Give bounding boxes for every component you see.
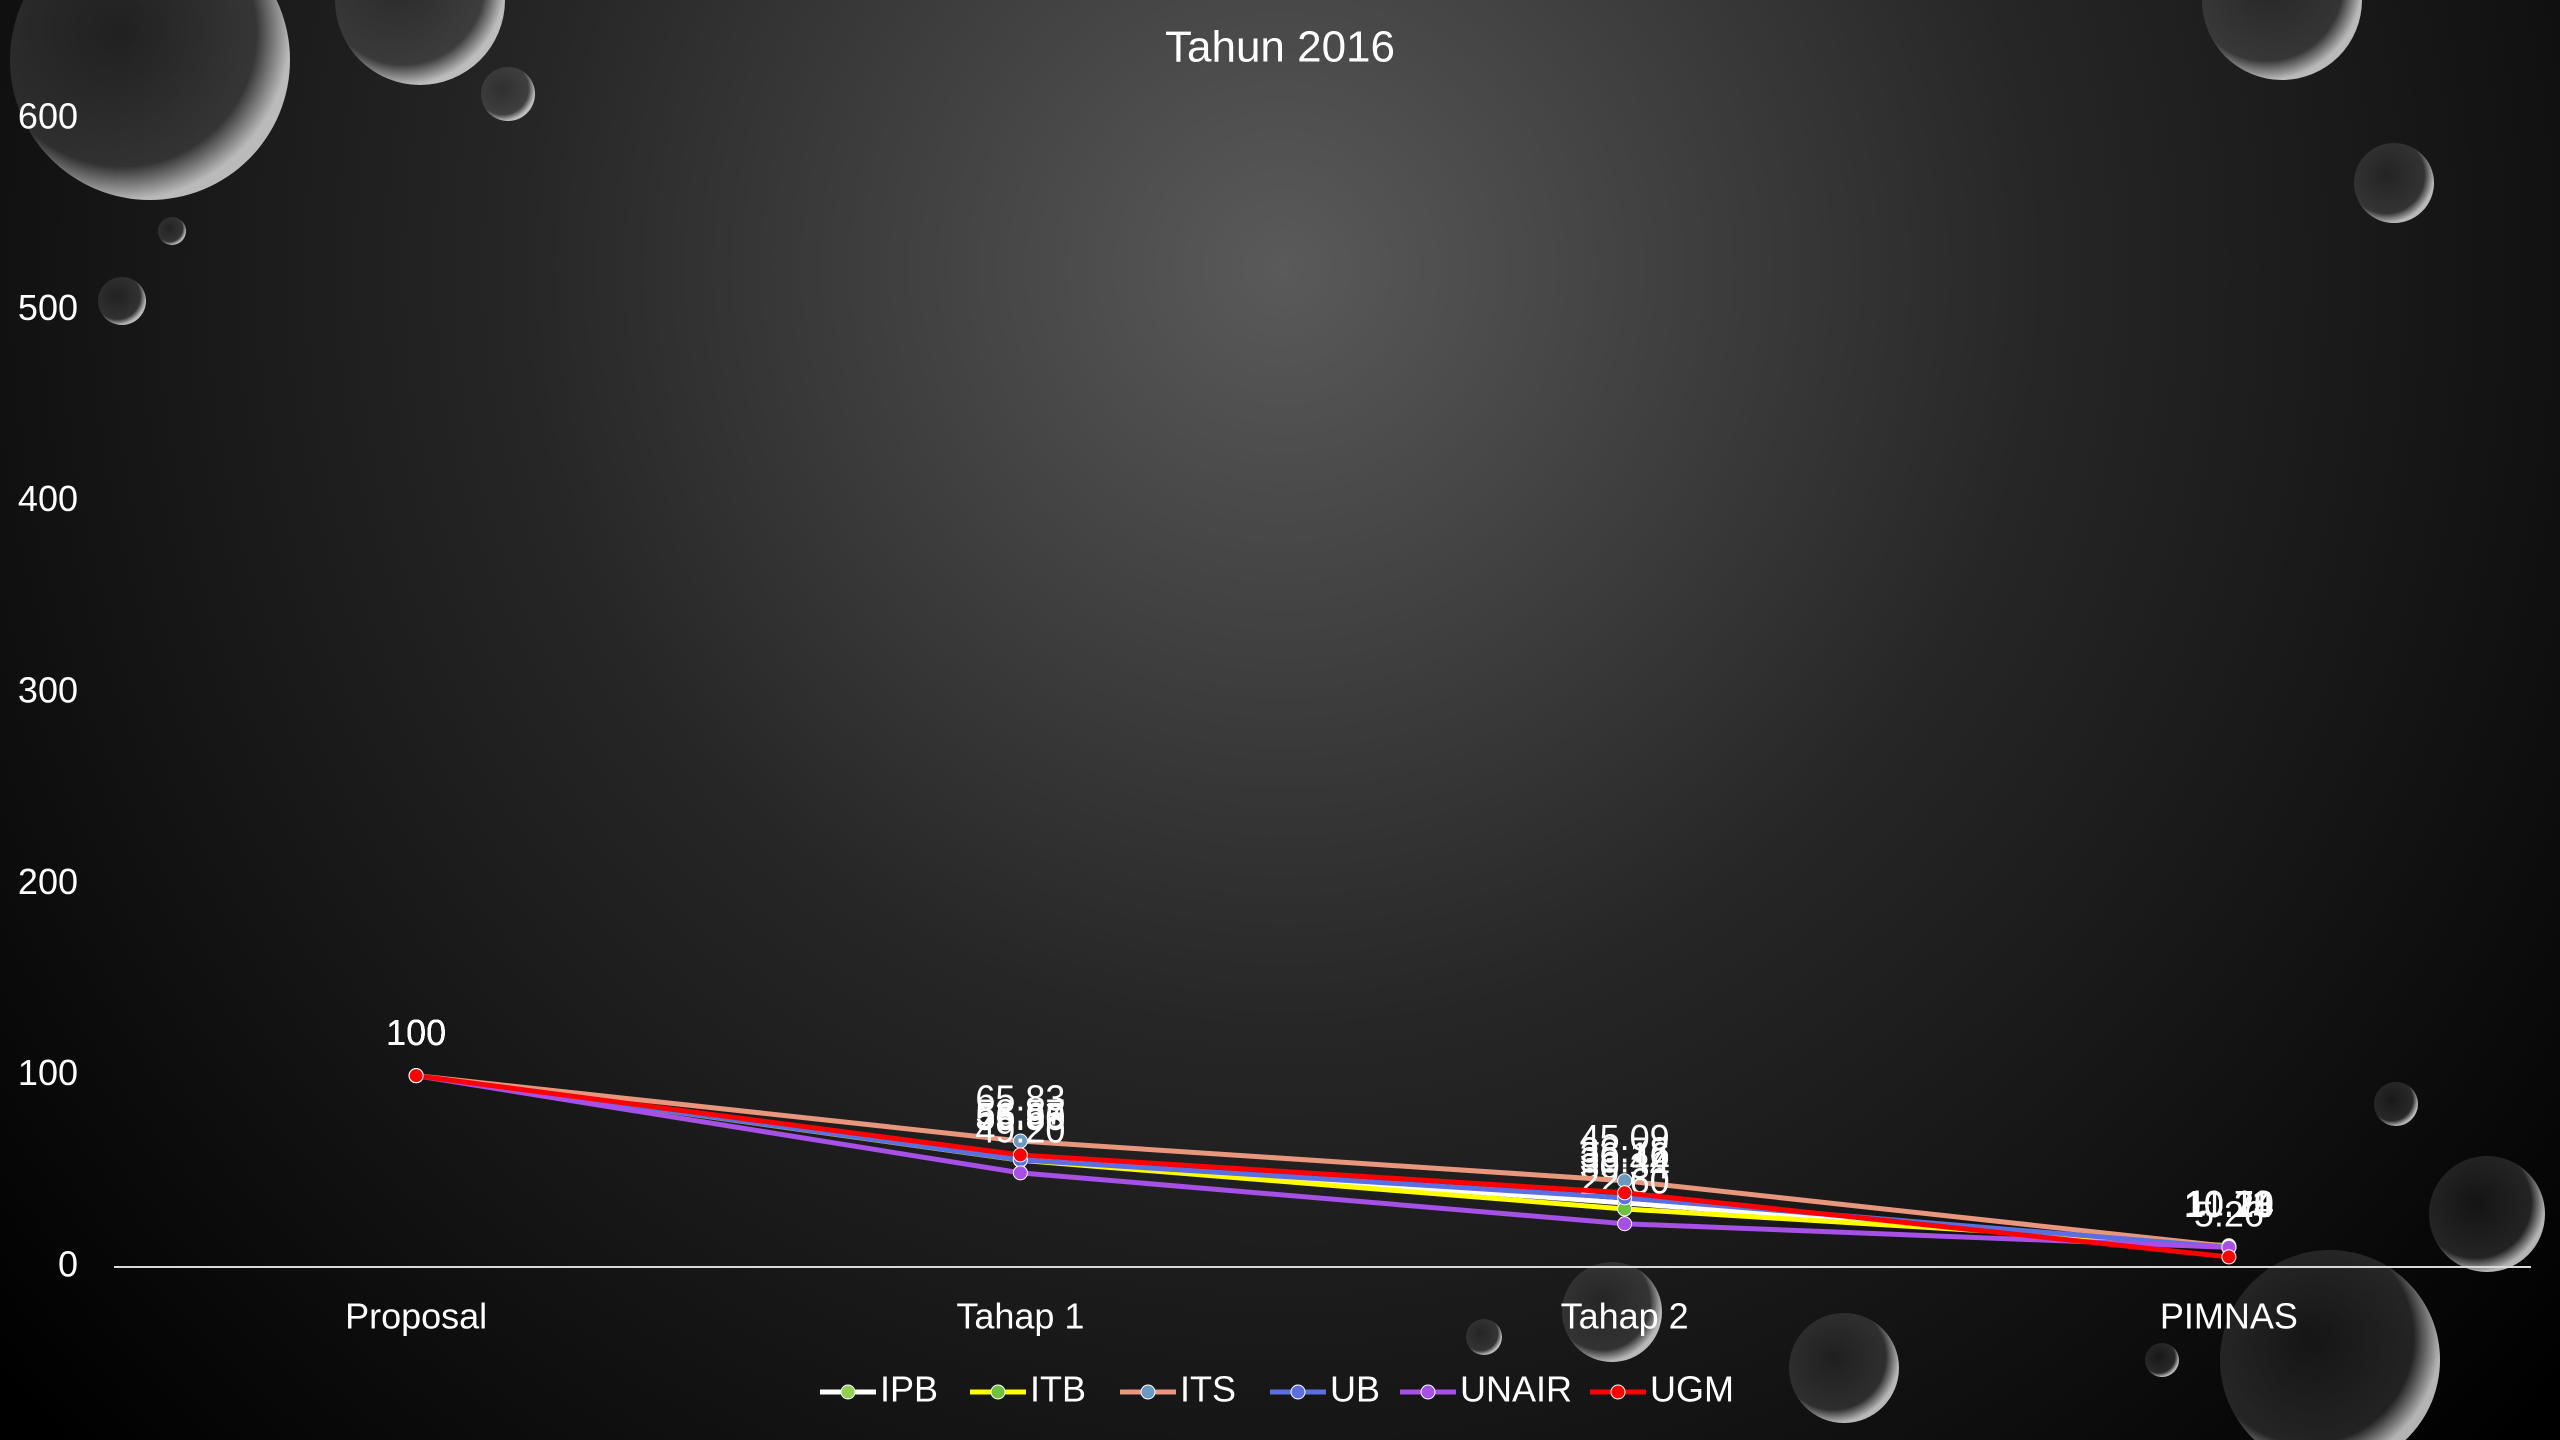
point [1617, 1216, 1633, 1232]
bubbles [10, 0, 2545, 1440]
data-label: 100 [386, 1012, 446, 1053]
bubble [2202, 0, 2362, 80]
bubble [2429, 1156, 2545, 1272]
data-label: 55.98 [975, 1096, 1065, 1137]
x-tick-label: Tahap 1 [956, 1296, 1084, 1337]
legend-marker [990, 1384, 1006, 1400]
legend-label: UB [1330, 1369, 1380, 1410]
data-label: 38.78 [1580, 1129, 1670, 1170]
bubble [10, 0, 290, 200]
y-tick-label: 200 [18, 861, 78, 902]
legend-marker [1140, 1384, 1156, 1400]
legend-marker [1420, 1384, 1436, 1400]
data-label: 10.70 [2184, 1183, 2274, 1224]
x-tick-label: PIMNAS [2160, 1296, 2298, 1337]
data-label: 65.83 [975, 1078, 1065, 1119]
point [2221, 1249, 2237, 1265]
bubble [2220, 1250, 2440, 1440]
bubble [2145, 1343, 2179, 1377]
y-tick-label: 500 [18, 287, 78, 328]
y-tick-label: 300 [18, 670, 78, 711]
legend-marker [840, 1384, 856, 1400]
bubble [335, 0, 505, 85]
series-line [415, 1073, 2230, 1260]
data-label: 56.65 [975, 1095, 1065, 1136]
bubble [1789, 1313, 1899, 1423]
point [1012, 1147, 1028, 1163]
data-label: 58.57 [975, 1091, 1065, 1132]
point [1617, 1185, 1633, 1201]
bubble [2374, 1082, 2418, 1126]
bubble [1466, 1319, 1502, 1355]
data-label: 100 [386, 1012, 446, 1053]
data-label: 49.20 [975, 1109, 1065, 1150]
series-line [415, 1073, 2230, 1250]
legend-label: ITS [1180, 1369, 1236, 1410]
bubble [481, 67, 535, 121]
legend-label: UNAIR [1460, 1369, 1572, 1410]
data-label: 55.80 [975, 1097, 1065, 1138]
x-tick-label: Proposal [345, 1296, 487, 1337]
bubble [1562, 1262, 1662, 1362]
data-label: 5.26 [2194, 1193, 2264, 1234]
y-tick-label: 400 [18, 478, 78, 519]
y-tick-label: 0 [58, 1244, 78, 1285]
point [408, 1068, 424, 1084]
data-label: 10.28 [2184, 1184, 2274, 1225]
data-label: 45.09 [1580, 1117, 1670, 1158]
data-label: 100 [386, 1012, 446, 1053]
y-tick-label: 600 [18, 96, 78, 137]
legend-label: ITB [1030, 1369, 1086, 1410]
bubble [158, 217, 186, 245]
data-label: 36.16 [1580, 1134, 1670, 1175]
data-label: 11.11 [2187, 1182, 2272, 1223]
legend-marker [1290, 1384, 1306, 1400]
data-label: 100 [386, 1012, 446, 1053]
x-tick-label: Tahap 2 [1561, 1296, 1689, 1337]
legend-marker [1610, 1384, 1626, 1400]
legend-label: IPB [880, 1369, 938, 1410]
bubble [98, 277, 146, 325]
data-label: 10.24 [2184, 1184, 2274, 1225]
chart-title: Tahun 2016 [1165, 23, 1395, 72]
point [1012, 1165, 1028, 1181]
y-tick-label: 100 [18, 1052, 78, 1093]
data-label: 100 [386, 1012, 446, 1053]
bubble [2354, 143, 2434, 223]
data-label: 10.23 [2184, 1184, 2274, 1225]
series-line [415, 1073, 2229, 1250]
data-label: 100 [386, 1012, 446, 1053]
legend-label: UGM [1650, 1369, 1734, 1410]
